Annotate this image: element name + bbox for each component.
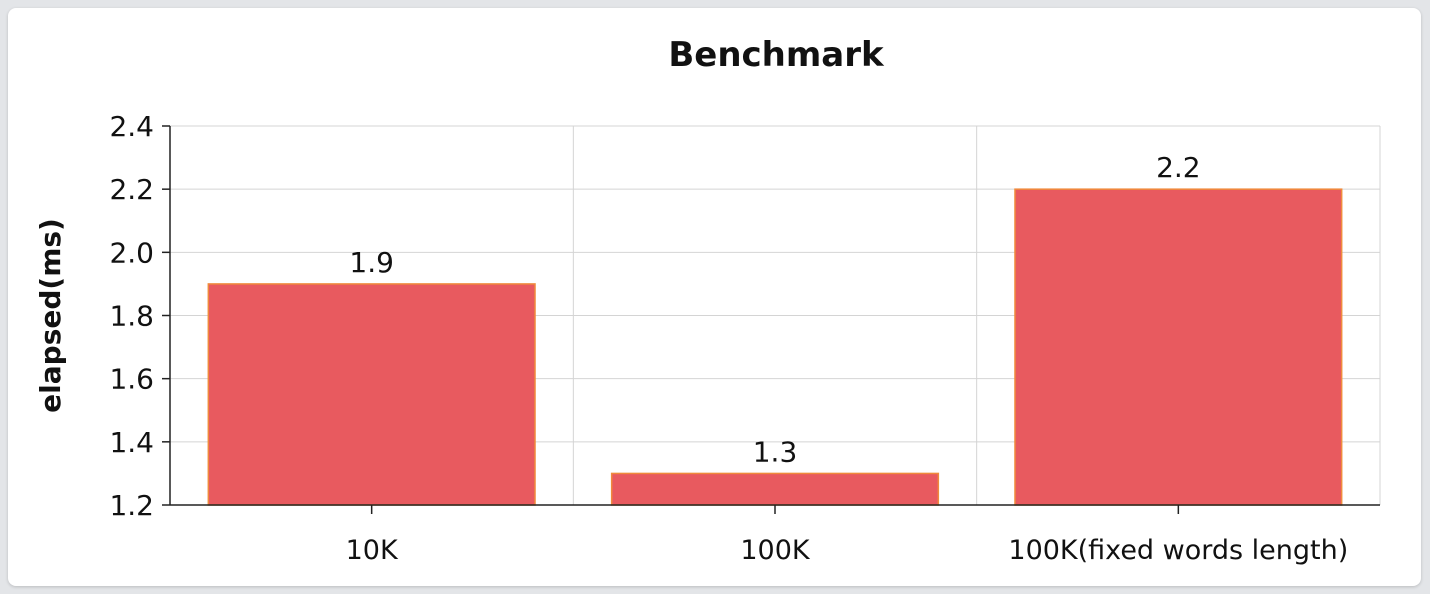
y-tick-label: 2.2 [109,173,154,206]
y-tick-label: 1.4 [109,426,154,459]
labels: 1.2 1.4 1.6 1.8 2.0 2.2 2.4 1.9 10K 1.3 100K 2.2 100… [109,110,1348,566]
chart-title: Benchmark [668,35,885,75]
y-tick-label: 1.6 [109,363,154,396]
data-label: 1.3 [753,435,798,468]
y-axis-label: elapsed(ms) [34,218,67,413]
category-label: 100K(fixed words length) [1008,535,1348,566]
bar-2[interactable] [1014,188,1343,506]
bar-1[interactable] [610,472,940,506]
axes [162,125,1380,514]
data-label: 1.9 [349,246,394,279]
chart-card: Benchmark elapsed(ms) 1.2 1.4 1.6 1.8 2.0 2.2… [8,8,1421,586]
data-label: 2.2 [1156,151,1201,184]
category-label: 10K [346,535,399,566]
bar-chart: Benchmark elapsed(ms) 1.2 1.4 1.6 1.8 2.0 2.2… [34,35,1381,566]
y-tick-label: 2.0 [109,236,154,269]
bar-0[interactable] [207,283,536,506]
category-label: 100K [740,535,811,566]
y-tick-label: 1.2 [109,489,154,522]
y-tick-label: 2.4 [109,110,154,143]
bars [207,188,1343,506]
y-tick-label: 1.8 [109,300,154,333]
